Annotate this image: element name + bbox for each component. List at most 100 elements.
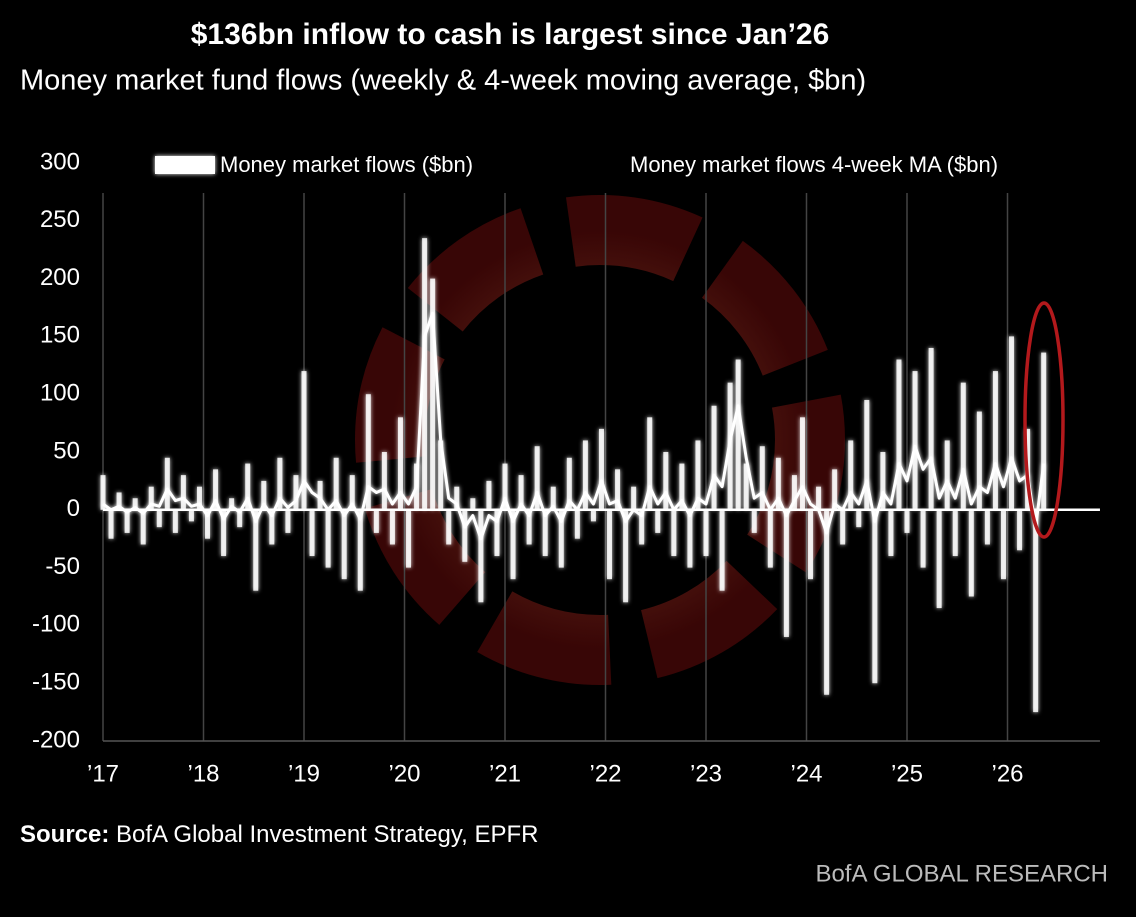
- bar: [912, 371, 918, 510]
- bar: [550, 486, 556, 510]
- bar: [172, 509, 178, 533]
- y-tick-label: 50: [53, 437, 80, 464]
- bar: [229, 498, 235, 510]
- bar: [205, 509, 211, 539]
- bar: [976, 411, 982, 510]
- bar: [534, 446, 540, 510]
- bar: [799, 417, 805, 510]
- bar: [719, 509, 725, 591]
- bar: [904, 509, 910, 533]
- y-tick-label: -50: [45, 553, 80, 580]
- bar: [856, 509, 862, 528]
- bar: [687, 509, 693, 568]
- bar: [864, 399, 870, 510]
- y-tick-label: -200: [32, 726, 80, 753]
- x-tick-label: ’23: [690, 760, 722, 787]
- bar: [373, 509, 379, 533]
- bar: [751, 509, 757, 533]
- bar: [1017, 509, 1023, 551]
- bar: [647, 417, 653, 510]
- x-tick-label: ’25: [891, 760, 923, 787]
- bar: [397, 417, 403, 510]
- bar: [607, 509, 613, 580]
- bar: [164, 457, 170, 510]
- bar: [872, 509, 878, 684]
- bar: [430, 278, 436, 510]
- bar: [695, 440, 701, 510]
- bar: [156, 509, 162, 528]
- bar: [808, 509, 814, 580]
- bar: [791, 475, 797, 510]
- bar: [590, 509, 596, 522]
- bar: [100, 475, 106, 510]
- bar: [703, 509, 709, 557]
- y-tick-label: 300: [40, 148, 80, 175]
- bar: [309, 509, 315, 557]
- bar: [446, 509, 452, 545]
- bar: [655, 509, 661, 533]
- bar: [558, 509, 564, 568]
- bar: [381, 452, 387, 510]
- bar: [679, 463, 685, 510]
- bar: [357, 509, 363, 591]
- bar: [663, 452, 669, 510]
- bar: [180, 475, 186, 510]
- bar: [132, 498, 138, 510]
- bar: [526, 509, 532, 545]
- y-tick-label: -100: [32, 611, 80, 638]
- bar: [542, 509, 548, 557]
- bar: [124, 509, 130, 533]
- bar: [767, 509, 773, 568]
- bar: [438, 440, 444, 510]
- y-tick-label: -150: [32, 669, 80, 696]
- bar: [502, 463, 508, 510]
- bar: [888, 509, 894, 557]
- source: Source: BofA Global Investment Strategy,…: [20, 821, 538, 848]
- bar: [639, 509, 645, 545]
- highlight-ellipse: [1023, 301, 1065, 539]
- bar-series: [100, 238, 1047, 713]
- bar: [406, 509, 412, 568]
- bar: [896, 359, 902, 510]
- watermark: [355, 195, 845, 685]
- bar: [253, 509, 259, 591]
- bar: [261, 480, 267, 510]
- x-tick-label: ’17: [87, 760, 119, 787]
- bar: [454, 486, 460, 510]
- y-tick-label: 150: [40, 322, 80, 349]
- bar: [816, 486, 822, 510]
- bar: [775, 457, 781, 510]
- bar: [494, 509, 500, 557]
- bar: [422, 238, 428, 510]
- source-label: Source:: [20, 821, 109, 848]
- bar: [213, 469, 219, 510]
- bar: [623, 509, 629, 603]
- bar: [984, 509, 990, 545]
- legend-label: Money market flows ($bn): [220, 152, 473, 177]
- bar: [1000, 509, 1006, 580]
- bar: [960, 382, 966, 510]
- bar: [928, 347, 934, 510]
- bar: [108, 509, 114, 539]
- bar: [631, 486, 637, 510]
- bar: [711, 405, 717, 510]
- bar: [245, 463, 251, 510]
- bar: [968, 509, 974, 597]
- bar: [325, 509, 331, 568]
- bar: [582, 440, 588, 510]
- y-tick-label: 0: [67, 495, 80, 522]
- bar: [848, 440, 854, 510]
- bar: [470, 498, 476, 510]
- bar: [196, 486, 202, 510]
- bar: [188, 509, 194, 522]
- bar: [743, 463, 749, 510]
- chart-title: $136bn inflow to cash is largest since J…: [191, 18, 830, 51]
- bar: [462, 509, 468, 562]
- bar: [486, 480, 492, 510]
- legend-swatch: [155, 156, 215, 174]
- bar: [285, 509, 291, 533]
- bar: [944, 440, 950, 510]
- bar: [574, 509, 580, 539]
- bar: [598, 428, 604, 510]
